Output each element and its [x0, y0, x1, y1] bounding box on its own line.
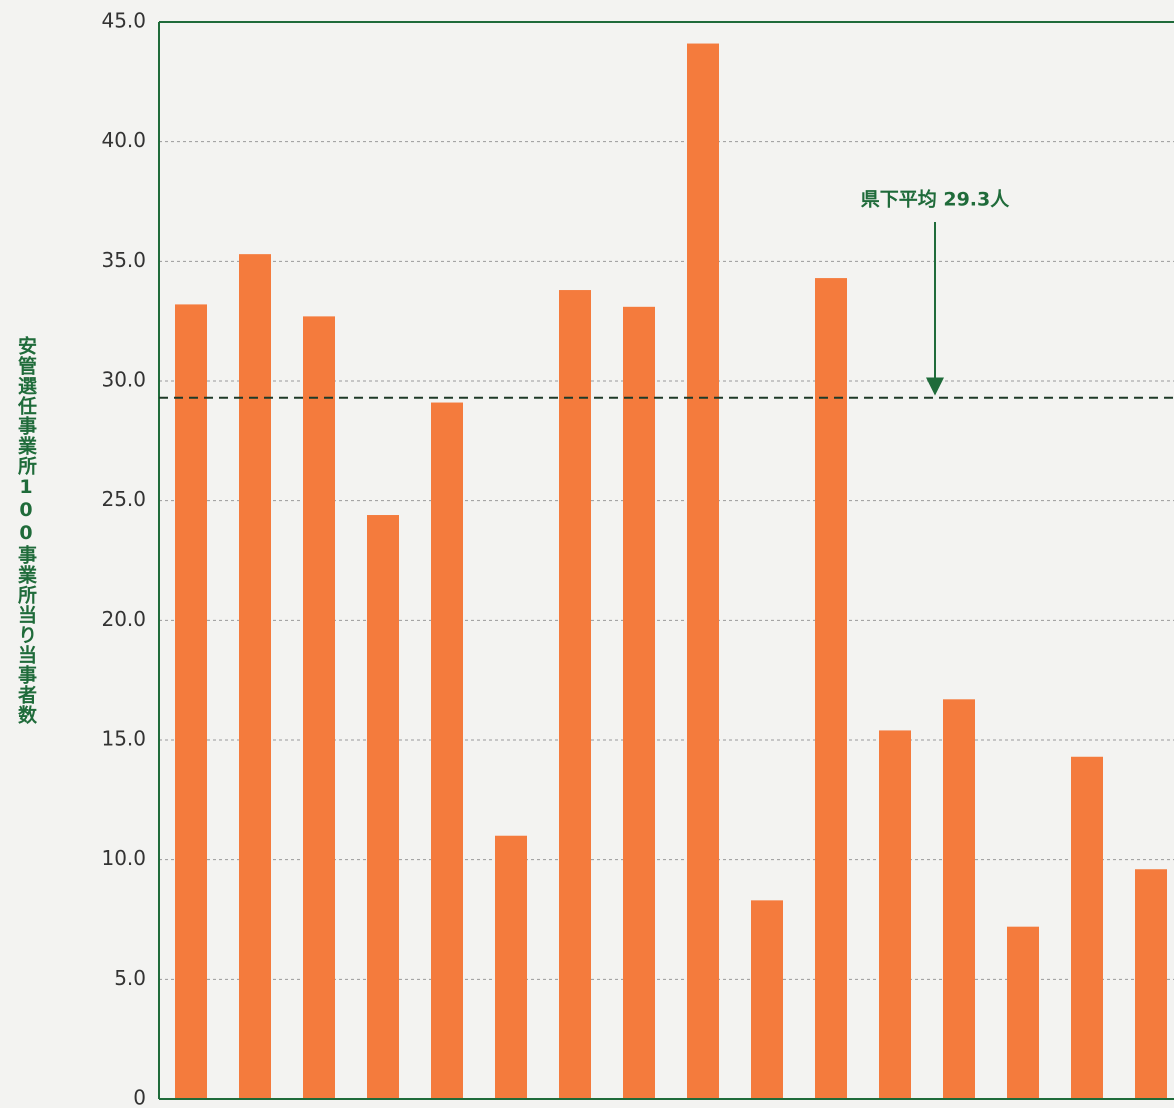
bar	[943, 699, 975, 1099]
bar	[751, 900, 783, 1099]
y-tick-label: 5.0	[114, 966, 146, 990]
y-tick-label: 25.0	[101, 487, 146, 511]
bar	[303, 316, 335, 1099]
y-tick-label: 20.0	[101, 607, 146, 631]
y-axis-label: 安管選任事業所100事業所当り当事者数	[15, 336, 37, 725]
y-tick-label: 15.0	[101, 727, 146, 751]
y-tick-label: 0	[133, 1086, 146, 1108]
bar	[1007, 926, 1039, 1099]
y-tick-label: 45.0	[101, 9, 146, 33]
y-tick-label: 40.0	[101, 128, 146, 152]
y-tick-label: 10.0	[101, 846, 146, 870]
bar	[175, 304, 207, 1099]
bar	[431, 402, 463, 1099]
y-tick-label: 30.0	[101, 368, 146, 392]
bar	[239, 254, 271, 1100]
y-tick-label: 35.0	[101, 248, 146, 272]
bar	[367, 515, 399, 1099]
bar	[559, 290, 591, 1099]
bar	[1135, 869, 1167, 1099]
bar	[687, 43, 719, 1099]
bar	[623, 306, 655, 1100]
reference-label: 県下平均 29.3人	[861, 188, 1010, 211]
bar	[495, 835, 527, 1099]
bar	[1071, 756, 1103, 1099]
bar	[879, 730, 911, 1099]
bar	[815, 278, 847, 1099]
